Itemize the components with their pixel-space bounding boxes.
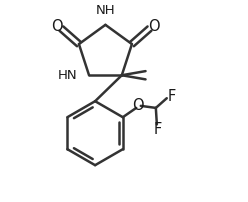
Text: F: F (154, 122, 162, 137)
Text: O: O (51, 19, 63, 35)
Text: NH: NH (96, 4, 115, 17)
Text: F: F (167, 89, 176, 104)
Text: O: O (132, 98, 144, 113)
Text: O: O (148, 19, 160, 35)
Text: HN: HN (58, 69, 78, 82)
